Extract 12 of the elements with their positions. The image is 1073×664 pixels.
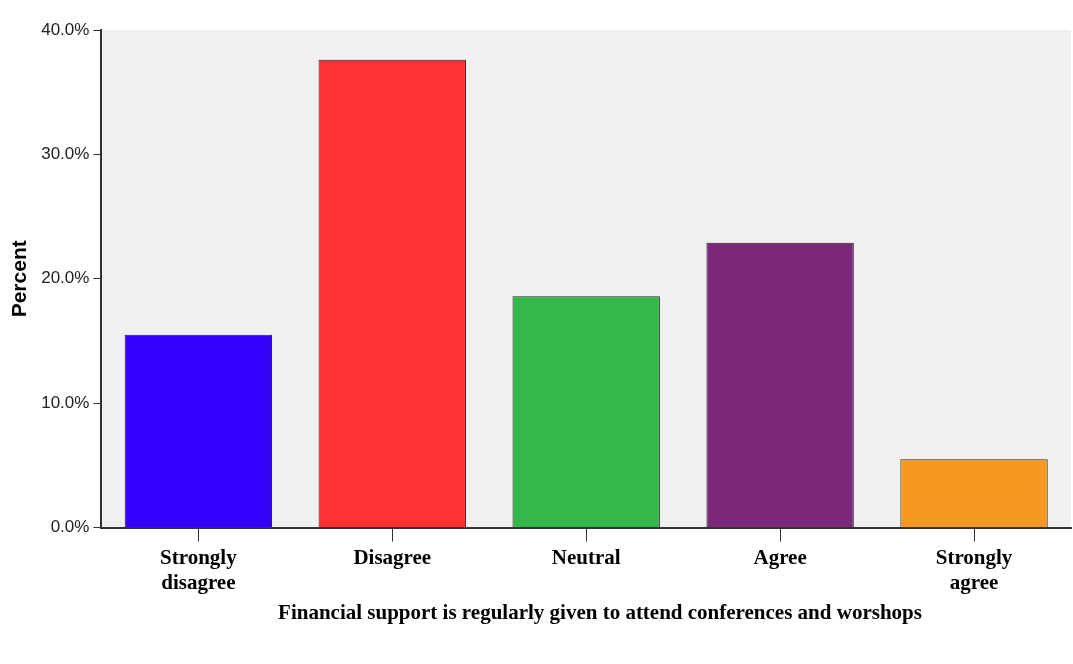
y-tick-label: 0.0% — [50, 517, 90, 537]
y-tick-label: 10.0% — [41, 392, 90, 412]
y-tick-label: 40.0% — [41, 19, 90, 39]
x-tick-label: Strongly agree — [935, 544, 1013, 594]
x-tick-label: Disagree — [353, 544, 432, 569]
x-tick-label: Neutral — [551, 544, 621, 569]
x-tick-label: Agree — [753, 544, 807, 569]
x-axis-title: Financial support is regularly given to attend conferences and worshops — [277, 600, 923, 624]
y-tick-label: 20.0% — [41, 268, 90, 288]
y-tick-label: 30.0% — [41, 144, 90, 164]
y-axis-title: Percent — [7, 240, 31, 318]
x-tick-label: Strongly disagree — [160, 544, 238, 594]
